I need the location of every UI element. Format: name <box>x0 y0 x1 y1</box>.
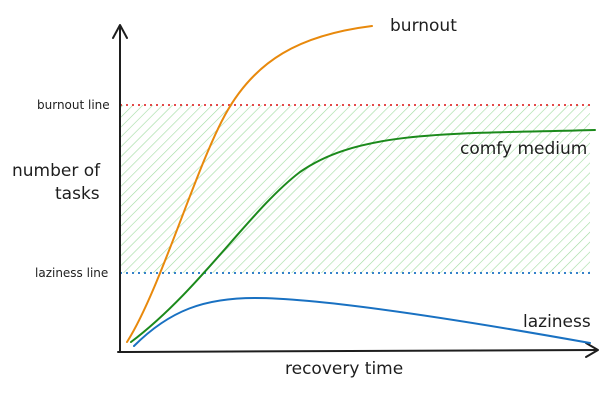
comfort-zone-band <box>120 105 590 273</box>
x-axis-arrowhead <box>585 342 599 358</box>
y-axis-label-line1: number of <box>12 161 101 181</box>
y-axis-label-line2: tasks <box>55 184 100 204</box>
burnout-curve-label: burnout <box>390 16 457 36</box>
comfy-medium-curve <box>130 129 596 343</box>
comfy-medium-curve-label: comfy medium <box>460 139 587 159</box>
laziness-line-label: laziness line <box>35 266 108 280</box>
laziness-curve <box>133 296 591 347</box>
x-axis <box>117 349 598 353</box>
burnout-line-label: burnout line <box>37 98 110 112</box>
laziness-curve-label: laziness <box>523 312 591 332</box>
x-axis-label: recovery time <box>285 359 403 379</box>
burnout-curve <box>126 25 373 343</box>
y-axis-arrowhead <box>112 24 128 39</box>
